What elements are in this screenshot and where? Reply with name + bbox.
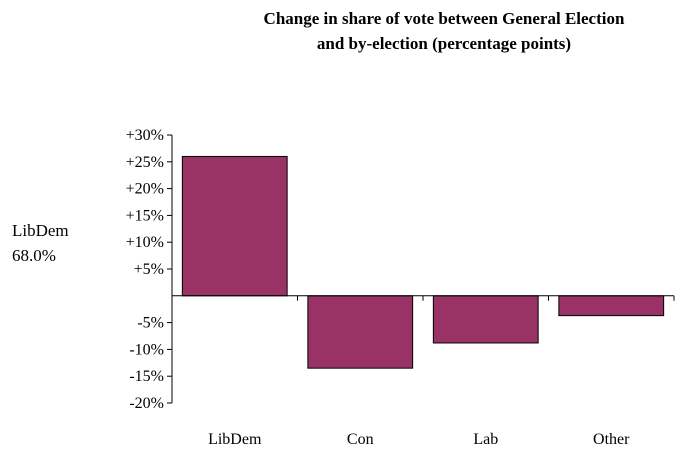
chart-title: Change in share of vote between General … (263, 9, 625, 53)
bars (181, 155, 665, 369)
bar-lab (432, 295, 539, 344)
winner-label: LibDem 68.0% (12, 218, 69, 268)
y-tick-label: +15% (126, 207, 164, 224)
y-tick-label: -20% (129, 395, 164, 412)
y-tick-label: +25% (126, 154, 164, 171)
x-category-label: Other (593, 431, 630, 448)
bar-con (307, 295, 414, 369)
y-tick-label: +20% (126, 181, 164, 198)
winner-share: 68.0% (12, 246, 56, 265)
x-category-label: LibDem (208, 431, 262, 448)
y-tick-label: +30% (126, 127, 164, 144)
x-category-label: Con (347, 431, 374, 448)
y-tick-label: -15% (129, 368, 164, 385)
bar-other (558, 295, 665, 317)
y-tick-label: +10% (126, 234, 164, 251)
winner-party: LibDem (12, 221, 69, 240)
bar-libdem (181, 155, 288, 297)
y-axis: -20% -15% -10% -5% +5% +10% +15% +20% +25% +30% (126, 127, 173, 412)
y-tick-label: -10% (129, 341, 164, 358)
x-category-label: Lab (473, 431, 498, 448)
x-axis: LibDem Con Lab Other (171, 295, 675, 448)
y-tick-label: -5% (137, 315, 164, 332)
y-tick-label: +5% (134, 261, 164, 278)
